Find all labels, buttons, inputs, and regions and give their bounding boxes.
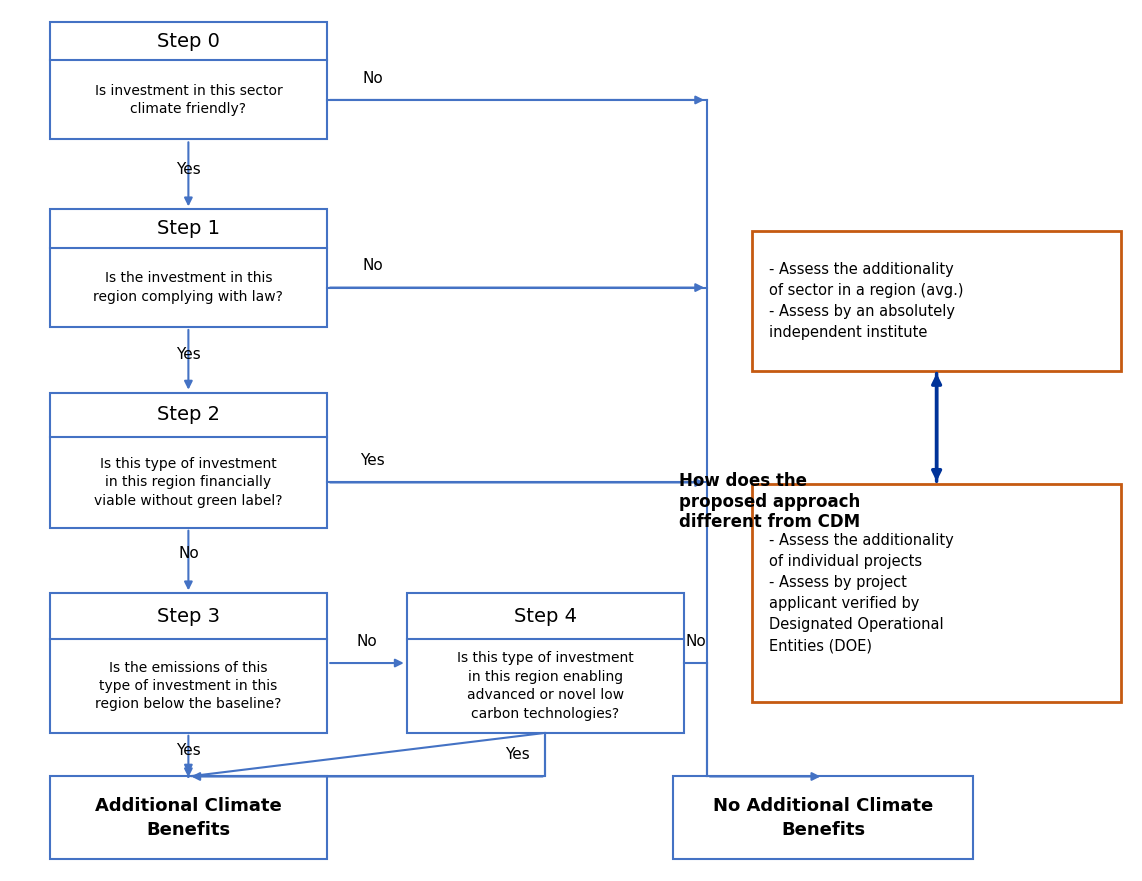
Text: No: No — [178, 546, 199, 561]
Text: No: No — [685, 633, 706, 648]
Text: Is the investment in this
region complying with law?: Is the investment in this region complyi… — [94, 271, 283, 304]
FancyBboxPatch shape — [753, 485, 1120, 702]
FancyBboxPatch shape — [753, 231, 1120, 371]
Text: Yes: Yes — [176, 162, 201, 177]
Text: Step 0: Step 0 — [156, 32, 219, 50]
Text: Is this type of investment
in this region financially
viable without green label: Is this type of investment in this regio… — [94, 457, 282, 507]
FancyBboxPatch shape — [49, 22, 328, 139]
Text: Is the emissions of this
type of investment in this
region below the baseline?: Is the emissions of this type of investm… — [95, 661, 282, 712]
Text: Yes: Yes — [176, 743, 201, 758]
Text: Is this type of investment
in this region enabling
advanced or novel low
carbon : Is this type of investment in this regio… — [457, 651, 634, 721]
Text: No: No — [362, 258, 383, 273]
FancyBboxPatch shape — [49, 593, 328, 733]
FancyBboxPatch shape — [407, 593, 684, 733]
Text: No: No — [356, 633, 377, 648]
Text: Step 2: Step 2 — [156, 405, 220, 425]
Text: No: No — [362, 70, 383, 85]
Text: No Additional Climate
Benefits: No Additional Climate Benefits — [713, 797, 933, 839]
Text: Additional Climate
Benefits: Additional Climate Benefits — [95, 797, 282, 839]
Text: Is investment in this sector
climate friendly?: Is investment in this sector climate fri… — [95, 84, 282, 116]
Text: Yes: Yes — [176, 347, 201, 362]
Text: Step 4: Step 4 — [514, 607, 577, 626]
FancyBboxPatch shape — [49, 210, 328, 327]
FancyBboxPatch shape — [49, 776, 328, 859]
Text: How does the
proposed approach
different from CDM: How does the proposed approach different… — [678, 472, 860, 531]
Text: - Assess the additionality
of individual projects
- Assess by project
applicant : - Assess the additionality of individual… — [770, 533, 955, 653]
FancyBboxPatch shape — [673, 776, 973, 859]
FancyBboxPatch shape — [49, 393, 328, 528]
Text: Yes: Yes — [505, 747, 530, 762]
Text: Step 3: Step 3 — [156, 607, 220, 626]
Text: Yes: Yes — [360, 453, 385, 468]
Text: - Assess the additionality
of sector in a region (avg.)
- Assess by an absolutel: - Assess the additionality of sector in … — [770, 262, 964, 340]
Text: Step 1: Step 1 — [156, 219, 220, 238]
